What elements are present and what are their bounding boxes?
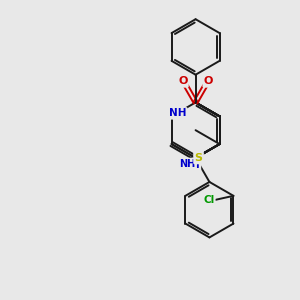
Text: S: S xyxy=(194,153,202,163)
Text: O: O xyxy=(178,76,188,86)
Text: N: N xyxy=(191,160,200,170)
Text: NH: NH xyxy=(169,108,186,118)
Text: NH: NH xyxy=(179,159,196,169)
Text: O: O xyxy=(204,76,213,86)
Text: Cl: Cl xyxy=(203,195,214,205)
